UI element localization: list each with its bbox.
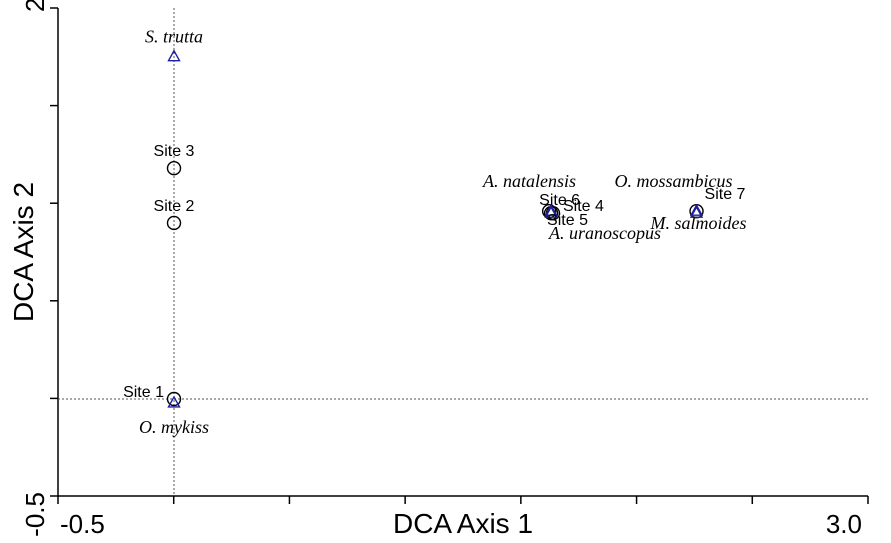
species-label-a-uranoscopus: A. uranoscopus xyxy=(548,223,661,243)
y-tick-label: -0.5 xyxy=(20,492,50,537)
site-point-site-2 xyxy=(166,215,182,231)
site-label-site-3: Site 3 xyxy=(154,143,195,160)
species-point-o-mykiss xyxy=(167,395,181,408)
site-label-site-2: Site 2 xyxy=(154,198,195,215)
species-label-s-trutta: S. trutta xyxy=(145,27,203,47)
site-label-site-7: Site 7 xyxy=(705,186,746,203)
species-label-o-mossambicus: O. mossambicus xyxy=(615,171,733,191)
species-point-s-trutta xyxy=(167,49,181,62)
site-label-site-1: Site 1 xyxy=(123,384,164,401)
y-axis-title: DCA Axis 2 xyxy=(8,182,39,322)
site-point-site-1 xyxy=(166,391,182,407)
species-point-a-natalensis xyxy=(544,203,558,216)
x-tick-label: -0.5 xyxy=(60,509,105,539)
site-label-site-5: Site 5 xyxy=(547,212,588,229)
site-point-site-3 xyxy=(166,160,182,176)
y-tick-label: 2.0 xyxy=(20,0,50,12)
x-axis-title: DCA Axis 1 xyxy=(393,508,533,539)
site-label-site-6: Site 6 xyxy=(539,192,580,209)
site-label-site-4: Site 4 xyxy=(563,198,604,215)
species-label-m-salmoides: M. salmoides xyxy=(650,213,747,233)
species-point-o-mossambicus xyxy=(689,203,704,216)
species-point-m-salmoides xyxy=(689,205,704,218)
x-tick-label: 3.0 xyxy=(826,509,862,539)
species-point-a-uranoscopus xyxy=(544,205,558,218)
species-label-o-mykiss: O. mykiss xyxy=(139,417,209,437)
species-label-a-natalensis: A. natalensis xyxy=(482,171,576,191)
